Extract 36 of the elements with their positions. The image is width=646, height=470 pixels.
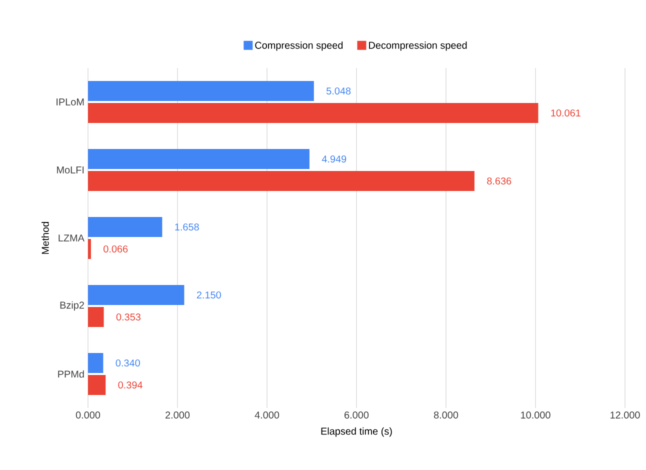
bar (88, 81, 314, 101)
x-tick-label: 2.000 (166, 412, 190, 419)
y-tick-label: MoLFI (57, 166, 84, 174)
bar (88, 217, 162, 237)
data-label: 0.394 (118, 381, 142, 389)
bar (88, 375, 106, 395)
bar (88, 239, 91, 259)
bar (88, 307, 104, 327)
legend-label: Decompression speed (369, 42, 467, 51)
data-label: 0.340 (116, 359, 140, 367)
data-label: 5.048 (326, 87, 351, 95)
data-label: 8.636 (487, 177, 512, 185)
y-axis-title: Method (42, 222, 49, 254)
bar (88, 285, 184, 305)
x-tick-label: 12.000 (610, 412, 640, 419)
y-tick-label: LZMA (58, 234, 84, 242)
bar (88, 103, 538, 123)
x-tick-label: 6.000 (344, 412, 369, 419)
x-tick-label: 0.000 (76, 412, 100, 419)
x-axis-title: Elapsed time (s) (321, 427, 392, 437)
y-tick-label: IPLoM (56, 98, 84, 106)
legend-label: Compression speed (255, 42, 343, 51)
data-label: 4.949 (322, 155, 346, 163)
x-tick-label: 8.000 (434, 412, 458, 419)
x-tick-label: 4.000 (254, 412, 280, 419)
y-tick-label: PPMd (58, 370, 84, 378)
y-tick-label: Bzip2 (60, 301, 84, 311)
data-label: 10.061 (551, 109, 580, 117)
bar (88, 149, 310, 169)
bar (88, 171, 474, 191)
bar (88, 353, 104, 373)
data-label: 0.353 (116, 313, 140, 321)
data-label: 2.150 (196, 291, 221, 299)
data-label: 1.658 (175, 223, 199, 231)
x-tick-label: 10.000 (521, 412, 550, 419)
data-label: 0.066 (104, 245, 128, 253)
